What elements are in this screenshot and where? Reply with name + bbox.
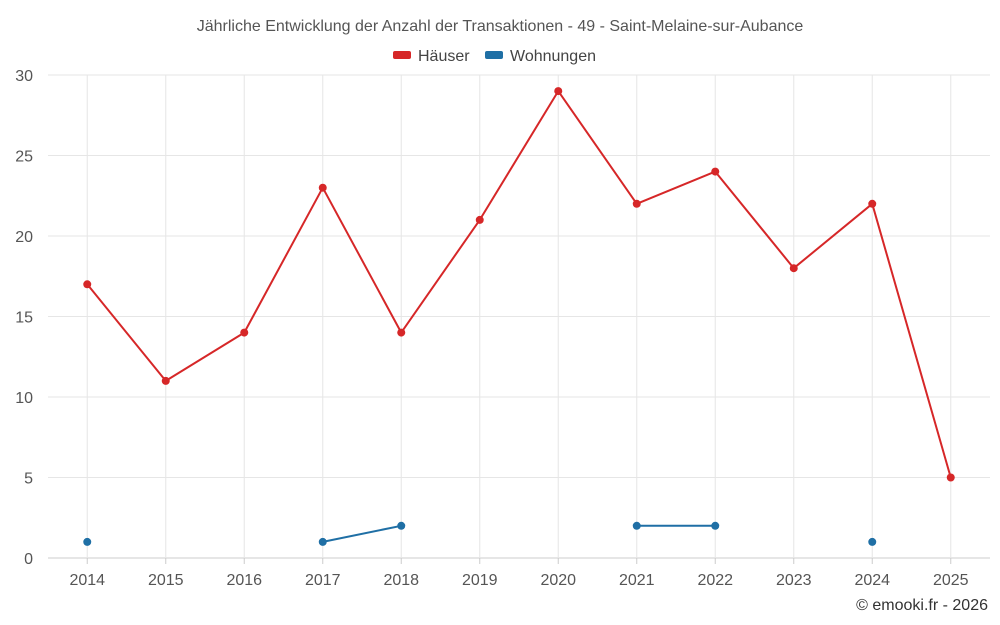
x-axis-ticks: 2014 2015 2016 2017 2018 2019 2020 2021 2022 2023… bbox=[69, 572, 968, 589]
series-line bbox=[86, 90, 952, 478]
data-point[interactable] bbox=[318, 183, 327, 192]
series-layer bbox=[83, 87, 955, 546]
series-wohnungen bbox=[83, 521, 877, 546]
x-tick-label: 2016 bbox=[226, 572, 262, 589]
x-tick-label: 2025 bbox=[933, 572, 969, 589]
y-axis-ticks: 0 5 10 15 20 25 30 bbox=[15, 68, 33, 568]
data-point[interactable] bbox=[240, 328, 249, 337]
x-tick-label: 2015 bbox=[148, 572, 184, 589]
y-tick-label: 0 bbox=[24, 551, 33, 568]
x-tick-label: 2023 bbox=[776, 572, 812, 589]
data-point[interactable] bbox=[868, 537, 877, 546]
data-point[interactable] bbox=[475, 215, 484, 224]
data-point[interactable] bbox=[711, 521, 720, 530]
data-point[interactable] bbox=[397, 328, 406, 337]
y-tick-label: 25 bbox=[15, 149, 33, 166]
data-point[interactable] bbox=[946, 473, 955, 482]
legend-label-haeuser[interactable]: Häuser bbox=[418, 48, 470, 65]
series-line bbox=[322, 524, 402, 543]
legend-label-wohnungen[interactable]: Wohnungen bbox=[510, 48, 596, 65]
x-tick-label: 2020 bbox=[540, 572, 576, 589]
x-tick-label: 2017 bbox=[305, 572, 341, 589]
data-point[interactable] bbox=[554, 87, 563, 96]
x-tick-label: 2014 bbox=[69, 572, 105, 589]
legend-swatch-haeuser bbox=[393, 51, 411, 59]
grid bbox=[48, 74, 990, 564]
chart-title: Jährliche Entwicklung der Anzahl der Tra… bbox=[197, 18, 804, 35]
x-tick-label: 2021 bbox=[619, 572, 655, 589]
y-tick-label: 10 bbox=[15, 390, 33, 407]
x-tick-label: 2022 bbox=[697, 572, 733, 589]
data-point[interactable] bbox=[397, 521, 406, 530]
data-point[interactable] bbox=[868, 199, 877, 208]
legend: Häuser Wohnungen bbox=[393, 48, 596, 65]
data-point[interactable] bbox=[711, 167, 720, 176]
y-tick-label: 5 bbox=[24, 471, 33, 488]
data-point[interactable] bbox=[632, 521, 641, 530]
data-point[interactable] bbox=[789, 264, 798, 273]
data-point[interactable] bbox=[83, 280, 92, 289]
x-tick-label: 2018 bbox=[383, 572, 419, 589]
x-tick-label: 2019 bbox=[462, 572, 498, 589]
y-tick-label: 15 bbox=[15, 310, 33, 327]
series-häuser bbox=[83, 87, 955, 482]
y-tick-label: 20 bbox=[15, 229, 33, 246]
y-tick-label: 30 bbox=[15, 68, 33, 85]
data-point[interactable] bbox=[83, 537, 92, 546]
data-point[interactable] bbox=[318, 537, 327, 546]
credit-text: © emooki.fr - 2026 bbox=[856, 597, 988, 614]
legend-swatch-wohnungen bbox=[485, 51, 503, 59]
data-point[interactable] bbox=[632, 199, 641, 208]
x-tick-label: 2024 bbox=[854, 572, 890, 589]
data-point[interactable] bbox=[161, 376, 170, 385]
